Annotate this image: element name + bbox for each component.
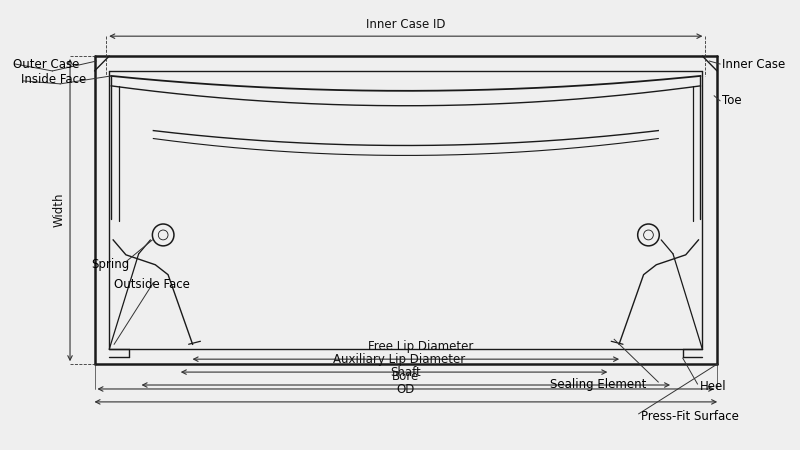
Text: Inner Case: Inner Case xyxy=(722,58,786,71)
Text: Free Lip Diameter: Free Lip Diameter xyxy=(368,340,474,353)
Text: Press-Fit Surface: Press-Fit Surface xyxy=(641,410,738,423)
Text: Inside Face: Inside Face xyxy=(21,73,86,86)
Text: Inner Case ID: Inner Case ID xyxy=(366,18,446,31)
Text: Shaft: Shaft xyxy=(390,366,421,379)
Text: Bore: Bore xyxy=(392,370,419,383)
Text: OD: OD xyxy=(397,383,415,396)
Text: Toe: Toe xyxy=(722,94,742,107)
Text: Outer Case: Outer Case xyxy=(13,58,79,71)
Text: Spring: Spring xyxy=(91,258,130,271)
Text: Width: Width xyxy=(52,193,65,227)
Text: Heel: Heel xyxy=(699,381,726,393)
Text: Auxiliary Lip Diameter: Auxiliary Lip Diameter xyxy=(333,353,465,366)
Text: Sealing Element: Sealing Element xyxy=(550,378,647,391)
Text: Outside Face: Outside Face xyxy=(114,278,190,291)
